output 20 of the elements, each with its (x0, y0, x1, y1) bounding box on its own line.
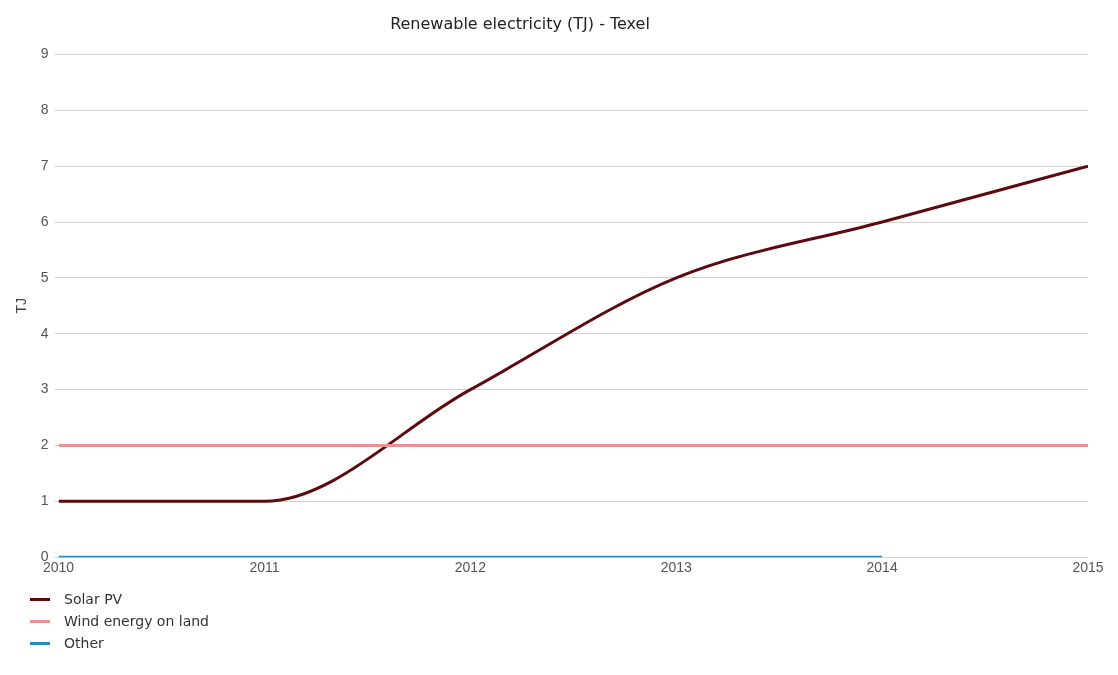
y-tick-label: 1 (40, 492, 49, 509)
y-tick-label: 3 (40, 380, 49, 397)
y-tick-label: 6 (40, 212, 49, 229)
chart-title: Renewable electricity (TJ) - Texel (389, 14, 651, 33)
legend-label: Wind energy on land (64, 613, 209, 629)
y-tick-label: 9 (40, 45, 49, 62)
x-tick-label: 2012 (454, 559, 487, 576)
line-series (58, 164, 1088, 503)
y-tick-label: 7 (40, 156, 49, 173)
y-axis-title: TJ (13, 298, 30, 314)
legend-label: Other (64, 635, 104, 651)
legend-label: Solar PV (64, 591, 123, 607)
y-tick-label: 5 (40, 268, 49, 285)
y-tick-label: 4 (40, 324, 49, 341)
x-tick-label: 2011 (249, 559, 280, 576)
y-tick-label: 8 (40, 101, 49, 118)
y-tick-label: 2 (40, 436, 49, 453)
x-tick-label: 2014 (866, 559, 898, 576)
x-tick-label: 2015 (1072, 559, 1104, 576)
x-tick-label: 2013 (660, 559, 693, 576)
